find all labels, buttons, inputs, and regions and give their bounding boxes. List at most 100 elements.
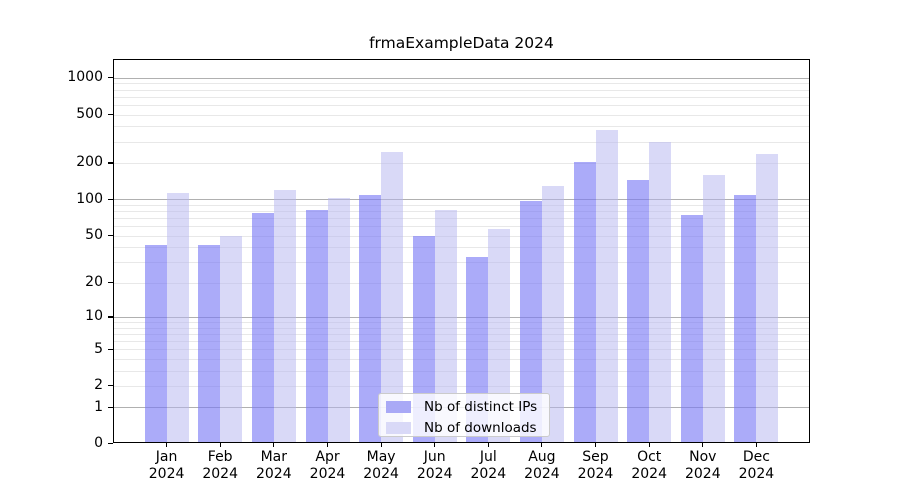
x-tick-sep bbox=[594, 443, 597, 447]
x-tick-label-jan: Jan 2024 bbox=[148, 449, 185, 482]
bar-downloads-sep bbox=[595, 129, 618, 443]
gridline-minor-6 bbox=[114, 340, 809, 342]
y-tick-label-50: 50 bbox=[85, 227, 103, 244]
legend-item-downloads: Nb of downloads bbox=[379, 420, 549, 436]
y-tick-10 bbox=[108, 316, 113, 318]
bar-ips-may bbox=[359, 195, 382, 443]
legend-label-ips: Nb of distinct IPs bbox=[424, 399, 538, 415]
gridline-minor-8 bbox=[114, 327, 809, 329]
gridline-minor-50 bbox=[114, 235, 809, 237]
gridline-minor-60 bbox=[114, 226, 809, 228]
bar-ips-jun bbox=[412, 235, 435, 443]
plot-area bbox=[113, 59, 810, 443]
y-tick-label-1000: 1000 bbox=[67, 69, 103, 86]
gridline-minor-9 bbox=[114, 322, 809, 323]
y-tick-50 bbox=[108, 235, 113, 237]
gridline-minor-500 bbox=[114, 114, 809, 116]
y-tick-1000 bbox=[108, 77, 113, 79]
bar-downloads-jun bbox=[434, 210, 457, 443]
x-tick-mar bbox=[273, 443, 275, 447]
bar-downloads-oct bbox=[649, 142, 672, 443]
bar-downloads-aug bbox=[541, 185, 564, 443]
gridline-minor-900 bbox=[114, 83, 809, 85]
x-tick-label-dec: Dec 2024 bbox=[738, 449, 775, 482]
y-tick-500 bbox=[108, 114, 113, 116]
gridline-minor-20 bbox=[114, 282, 809, 284]
x-tick-label-oct: Oct 2024 bbox=[631, 449, 667, 482]
gridline-minor-600 bbox=[114, 104, 809, 106]
y-tick-label-0: 0 bbox=[94, 434, 103, 451]
bar-ips-feb bbox=[198, 244, 221, 443]
gridline-minor-800 bbox=[114, 89, 809, 91]
gridline-minor-30 bbox=[114, 262, 809, 263]
bar-downloads-may bbox=[381, 151, 404, 443]
x-tick-nov bbox=[702, 443, 704, 447]
y-tick-label-500: 500 bbox=[76, 106, 103, 122]
gridline-minor-5 bbox=[114, 349, 809, 350]
bar-downloads-dec bbox=[756, 154, 779, 443]
x-tick-label-sep: Sep 2024 bbox=[577, 449, 614, 482]
legend-swatch-ips-icon bbox=[386, 401, 411, 413]
y-tick-label-2: 2 bbox=[94, 377, 103, 394]
bar-downloads-jul bbox=[488, 228, 511, 443]
gridline-minor-70 bbox=[114, 218, 809, 220]
y-tick-label-100: 100 bbox=[76, 190, 103, 207]
x-tick-dec bbox=[755, 443, 757, 447]
y-tick-0 bbox=[108, 442, 113, 444]
x-tick-jul bbox=[487, 443, 489, 447]
x-tick-label-jul: Jul 2024 bbox=[470, 449, 507, 482]
x-tick-label-feb: Feb 2024 bbox=[202, 449, 238, 482]
gridline-major-100 bbox=[114, 199, 809, 201]
x-tick-label-aug: Aug 2024 bbox=[524, 449, 560, 482]
bar-ips-sep bbox=[573, 161, 596, 443]
bar-downloads-mar bbox=[273, 189, 296, 443]
x-tick-label-jun: Jun 2024 bbox=[416, 449, 453, 482]
gridline-minor-80 bbox=[114, 211, 809, 213]
gridline-minor-40 bbox=[114, 247, 809, 249]
x-tick-label-nov: Nov 2024 bbox=[684, 449, 721, 482]
bar-ips-dec bbox=[734, 195, 757, 443]
gridline-minor-2 bbox=[114, 385, 809, 387]
y-tick-20 bbox=[108, 282, 113, 284]
gridline-minor-90 bbox=[114, 204, 809, 206]
x-tick-apr bbox=[326, 443, 329, 447]
bar-downloads-apr bbox=[327, 198, 350, 443]
bar-downloads-jan bbox=[166, 193, 189, 443]
x-tick-label-mar: Mar 2024 bbox=[255, 449, 292, 482]
bar-ips-oct bbox=[627, 179, 650, 443]
y-tick-100 bbox=[108, 198, 113, 201]
gridline-minor-400 bbox=[114, 126, 809, 128]
y-tick-label-10: 10 bbox=[85, 308, 103, 325]
bar-downloads-nov bbox=[702, 174, 725, 443]
y-tick-5 bbox=[108, 348, 113, 350]
y-tick-200 bbox=[108, 162, 113, 164]
bar-downloads-feb bbox=[220, 235, 243, 443]
gridline-minor-300 bbox=[114, 141, 809, 143]
legend-item-ips: Nb of distinct IPs bbox=[379, 399, 549, 415]
bar-ips-jan bbox=[144, 244, 167, 443]
x-tick-label-may: May 2024 bbox=[363, 449, 399, 482]
gridline-major-10 bbox=[114, 316, 809, 318]
y-tick-label-5: 5 bbox=[94, 340, 103, 357]
x-tick-aug bbox=[541, 443, 543, 447]
gridline-minor-200 bbox=[114, 162, 809, 164]
bar-ips-aug bbox=[519, 201, 542, 443]
x-tick-jun bbox=[434, 443, 436, 447]
gridline-major-1000 bbox=[114, 77, 809, 79]
bar-ips-apr bbox=[305, 210, 328, 443]
legend-label-downloads: Nb of downloads bbox=[424, 420, 537, 436]
y-tick-label-200: 200 bbox=[76, 154, 103, 171]
gridline-minor-4 bbox=[114, 358, 809, 360]
gridline-minor-3 bbox=[114, 370, 809, 372]
y-tick-label-1: 1 bbox=[94, 398, 103, 415]
legend-swatch-downloads-icon bbox=[386, 422, 411, 434]
x-tick-feb bbox=[219, 443, 221, 447]
bar-ips-mar bbox=[251, 213, 274, 443]
y-tick-1 bbox=[108, 406, 113, 408]
y-tick-2 bbox=[108, 385, 113, 387]
chart-title: frmaExampleData 2024 bbox=[369, 34, 554, 52]
y-tick-label-20: 20 bbox=[85, 274, 103, 291]
x-tick-may bbox=[380, 443, 382, 447]
gridline-minor-700 bbox=[114, 96, 809, 98]
x-tick-label-apr: Apr 2024 bbox=[309, 449, 346, 482]
